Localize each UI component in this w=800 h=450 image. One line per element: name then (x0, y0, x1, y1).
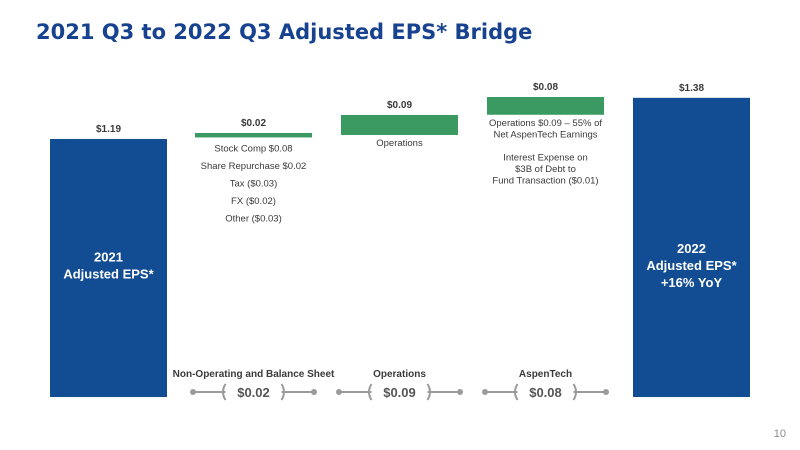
group-2-name: AspenTech (519, 369, 572, 380)
bar-3-note-4: $3B of Debt to (515, 164, 576, 175)
bar-1-value-label: $0.02 (241, 118, 266, 129)
bar-3 (487, 97, 604, 115)
bar-4-inner-label-1: Adjusted EPS* (646, 258, 737, 273)
group-0-left-brace (222, 383, 227, 401)
bar-3-note-5: Fund Transaction ($0.01) (492, 175, 598, 186)
bar-4-value-label: $1.38 (679, 83, 704, 94)
bar-4-inner-label-0: 2022 (677, 241, 706, 256)
group-1-value: $0.09 (383, 385, 416, 400)
bar-0-inner-label-0: 2021 (94, 250, 123, 265)
group-1-right-brace (426, 383, 431, 401)
bar-3-note-1: Net AspenTech Earnings (493, 129, 597, 140)
bar-4-inner-label-2: +16% YoY (661, 275, 723, 290)
bar-0-value-label: $1.19 (96, 124, 121, 135)
bar-0 (50, 139, 167, 397)
bar-2-value-label: $0.09 (387, 100, 412, 111)
group-1-name: Operations (373, 369, 426, 380)
bar-2 (341, 115, 458, 135)
bar-2-note-0: Operations (376, 138, 423, 149)
bar-1-note-4: Other ($0.03) (225, 213, 282, 224)
group-0-right-brace (280, 383, 285, 401)
bar-3-note-3: Interest Expense on (503, 152, 588, 163)
group-0-name: Non-Operating and Balance Sheet (173, 369, 335, 380)
group-1-left-brace (368, 383, 373, 401)
page-title: 2021 Q3 to 2022 Q3 Adjusted EPS* Bridge (36, 20, 533, 44)
bar-1-note-3: FX ($0.02) (231, 196, 276, 207)
group-2-left-brace (514, 383, 519, 401)
page-number: 10 (773, 428, 786, 440)
bar-1-note-0: Stock Comp $0.08 (214, 143, 292, 154)
bar-1-note-2: Tax ($0.03) (230, 178, 278, 189)
bar-1 (195, 133, 312, 138)
bar-3-note-0: Operations $0.09 – 55% of (489, 118, 602, 129)
bar-3-value-label: $0.08 (533, 82, 558, 93)
bar-1-note-1: Share Repurchase $0.02 (201, 161, 307, 172)
group-0-value: $0.02 (237, 385, 270, 400)
bar-4 (633, 97, 750, 397)
group-2-right-brace (572, 383, 577, 401)
bar-0-inner-label-1: Adjusted EPS* (63, 267, 154, 282)
group-2-value: $0.08 (529, 385, 562, 400)
